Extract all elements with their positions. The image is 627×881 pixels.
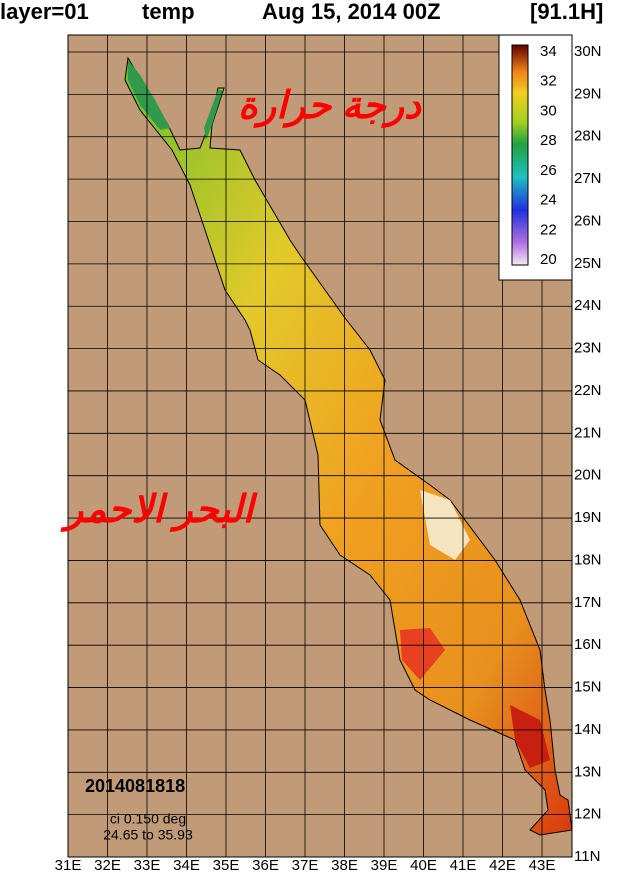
lat-label: 14N (574, 721, 602, 738)
lat-label: 23N (574, 340, 602, 357)
lat-label: 18N (574, 551, 602, 568)
lat-label: 29N (574, 85, 602, 102)
colorbar-label: 26 (540, 162, 557, 179)
run-stamp: 2014081818 (85, 776, 185, 796)
lon-label: 33E (134, 857, 161, 874)
lat-label: 24N (574, 297, 602, 314)
warm-patch (400, 628, 445, 680)
lon-label: 39E (371, 857, 398, 874)
lat-label: 17N (574, 594, 602, 611)
field: temp (142, 0, 195, 24)
annotation-sea: البحر الاحمر (60, 489, 258, 532)
lon-label: 36E (252, 857, 279, 874)
lat-label: 15N (574, 679, 602, 696)
lon-label: 42E (489, 857, 516, 874)
lat-label: 22N (574, 382, 602, 399)
lat-label: 13N (574, 763, 602, 780)
annotation-title: درجة حرارة (238, 85, 422, 128)
colorbar-label: 28 (540, 132, 557, 149)
grid: 31E 32E 33E 34E 35E 36E 37E 38E 39E 40E 41E 42E 43E 3… (55, 35, 602, 874)
date: Aug 15, 2014 00Z (262, 0, 441, 24)
lat-label: 19N (574, 509, 602, 526)
lat-label: 16N (574, 636, 602, 653)
shoal (420, 490, 470, 560)
value-range: 24.65 to 35.93 (103, 827, 193, 843)
lon-label: 37E (292, 857, 319, 874)
lat-label: 27N (574, 170, 602, 187)
lat-label: 25N (574, 255, 602, 272)
lat-label: 11N (574, 848, 600, 865)
colorbar-ramp (511, 44, 529, 266)
header: layer=01 temp Aug 15, 2014 00Z [91.1H] (0, 0, 603, 24)
colorbar-label: 34 (540, 43, 557, 60)
forecast: [91.1H] (530, 0, 603, 24)
colorbar-label: 20 (540, 251, 557, 268)
lat-label: 12N (574, 806, 602, 823)
colorbar-label: 30 (540, 102, 557, 119)
lon-label: 31E (55, 857, 82, 874)
lon-label: 41E (450, 857, 477, 874)
lon-label: 32E (94, 857, 121, 874)
lat-label: 26N (574, 212, 602, 229)
contour-interval: ci 0.150 deg (110, 811, 186, 827)
warm-patch (510, 705, 550, 768)
gulf-suez (128, 60, 170, 130)
colorbar-box (498, 34, 573, 281)
lon-label: 40E (410, 857, 437, 874)
colorbar-label: 24 (540, 192, 557, 209)
lon-label: 34E (173, 857, 200, 874)
lat-label: 21N (574, 424, 602, 441)
lon-label: 35E (213, 857, 240, 874)
layer: layer=01 (0, 0, 89, 24)
gulf-aqaba (204, 90, 223, 140)
colorbar: 34 32 30 28 26 24 22 20 (498, 34, 573, 281)
colorbar-label: 32 (540, 73, 557, 90)
colorbar-label: 22 (540, 221, 557, 238)
lat-label: 20N (574, 467, 602, 484)
lon-label: 38E (331, 857, 358, 874)
lat-label: 30N (574, 43, 602, 60)
lon-label: 43E (529, 857, 556, 874)
lat-label: 28N (574, 128, 602, 145)
